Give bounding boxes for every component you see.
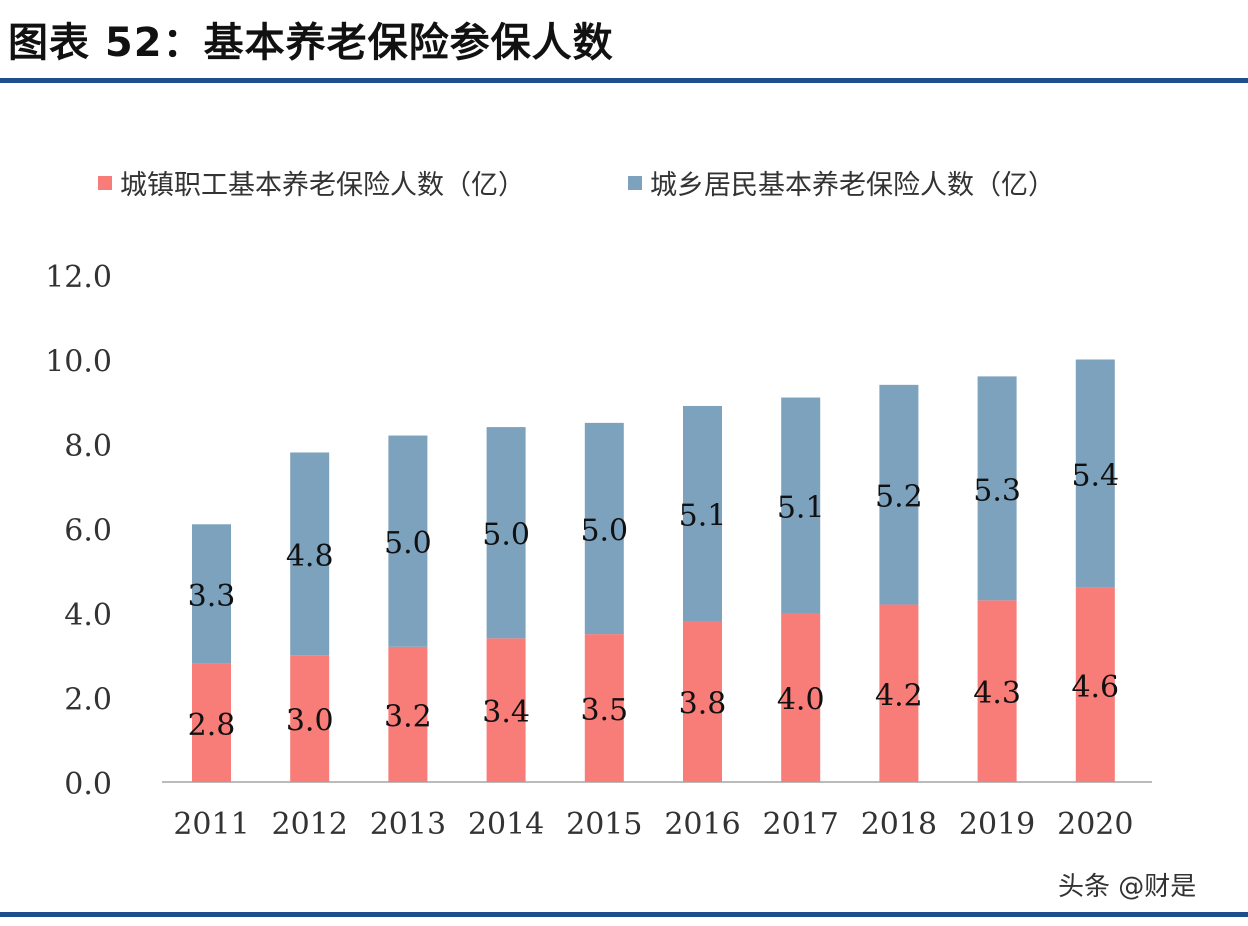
bar-segment bbox=[977, 600, 1017, 782]
bar-segment bbox=[781, 397, 821, 613]
bar-segment bbox=[977, 376, 1017, 601]
data-label: 5.3 bbox=[973, 473, 1021, 508]
x-tick-label: 2014 bbox=[468, 807, 544, 842]
data-label: 5.2 bbox=[875, 480, 923, 515]
y-tick-label: 2.0 bbox=[64, 683, 112, 718]
legend-label: 城镇职工基本养老保险人数（亿） bbox=[120, 170, 525, 201]
data-label: 5.1 bbox=[777, 490, 825, 525]
bar-segment bbox=[486, 638, 526, 782]
data-label: 5.1 bbox=[679, 499, 727, 534]
bar-segment bbox=[879, 384, 919, 605]
y-tick-label: 10.0 bbox=[45, 345, 112, 380]
x-tick-label: 2012 bbox=[272, 807, 348, 842]
legend-swatch bbox=[98, 176, 112, 190]
legend-label: 城乡居民基本养老保险人数（亿） bbox=[650, 170, 1055, 201]
bar-segment bbox=[683, 405, 722, 622]
y-tick-label: 12.0 bbox=[45, 260, 112, 295]
x-tick-label: 2019 bbox=[959, 807, 1035, 842]
y-tick-label: 6.0 bbox=[64, 514, 112, 549]
data-label: 3.2 bbox=[384, 699, 432, 734]
bar-segment bbox=[1075, 587, 1115, 782]
y-tick-label: 4.0 bbox=[64, 598, 112, 633]
data-label: 5.0 bbox=[580, 514, 628, 549]
bar-segment bbox=[683, 621, 722, 782]
bar-segment bbox=[388, 435, 428, 647]
data-label: 3.3 bbox=[188, 579, 236, 614]
data-label: 3.0 bbox=[286, 704, 334, 739]
bar-segment bbox=[388, 646, 428, 782]
data-label: 4.6 bbox=[1071, 670, 1119, 705]
y-tick-label: 0.0 bbox=[64, 767, 112, 802]
x-tick-label: 2013 bbox=[370, 807, 446, 842]
bar-segment bbox=[192, 524, 231, 664]
x-tick-label: 2011 bbox=[173, 807, 249, 842]
data-label: 3.4 bbox=[482, 695, 530, 730]
top-rule bbox=[0, 78, 1248, 83]
x-tick-label: 2017 bbox=[763, 807, 839, 842]
bar-segment bbox=[781, 613, 821, 782]
y-tick-label: 8.0 bbox=[64, 429, 112, 464]
data-label: 4.2 bbox=[875, 678, 923, 713]
data-label: 5.0 bbox=[384, 526, 432, 561]
data-label: 4.8 bbox=[286, 539, 334, 574]
bar-segment bbox=[486, 427, 526, 639]
bar-segment bbox=[1075, 359, 1115, 588]
x-tick-label: 2015 bbox=[566, 807, 642, 842]
x-tick-label: 2020 bbox=[1057, 807, 1133, 842]
bar-segment bbox=[290, 655, 330, 782]
bar-segment bbox=[584, 422, 624, 635]
bottom-rule bbox=[0, 912, 1248, 917]
data-label: 3.8 bbox=[679, 687, 727, 722]
bar-segment bbox=[192, 663, 231, 782]
legend-swatch bbox=[628, 176, 642, 190]
bar-segment bbox=[290, 452, 330, 656]
bar-segment bbox=[879, 604, 919, 782]
data-label: 2.8 bbox=[188, 708, 236, 743]
data-label: 3.5 bbox=[580, 693, 628, 728]
data-label: 4.0 bbox=[777, 683, 825, 718]
data-label: 5.4 bbox=[1071, 459, 1119, 494]
watermark: 头条 @财是 bbox=[1058, 872, 1197, 902]
x-tick-label: 2018 bbox=[861, 807, 937, 842]
data-label: 5.0 bbox=[482, 518, 530, 553]
data-label: 4.3 bbox=[973, 676, 1021, 711]
page-title: 图表 52：基本养老保险参保人数 bbox=[8, 20, 614, 66]
x-tick-label: 2016 bbox=[664, 807, 740, 842]
bar-segment bbox=[584, 634, 624, 782]
